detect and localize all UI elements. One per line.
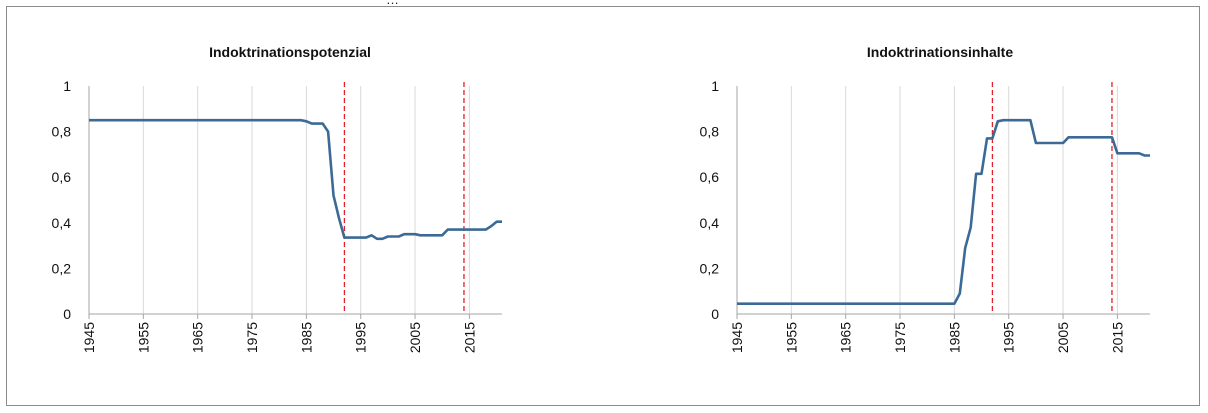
chart-1-x-tick-label-1985: 1985	[298, 322, 314, 353]
figure-frame	[6, 6, 1200, 406]
chart-2-x-tick-label-1995: 1995	[1001, 322, 1017, 353]
chart-1-y-tick-label-1: 0,2	[52, 260, 72, 276]
chart-1-y-tick-label-4: 0,8	[52, 124, 72, 140]
top-strip: …	[6, 0, 1202, 7]
header-fragment: …	[386, 0, 399, 7]
chart-1-x-tick-label-1965: 1965	[190, 322, 206, 353]
chart-2-x-tick-label-1975: 1975	[892, 322, 908, 353]
chart-1-x-tick-label-1945: 1945	[81, 322, 97, 353]
chart-2-title: Indoktrinationsinhalte	[867, 44, 1013, 60]
chart-1-y-tick-label-2: 0,4	[52, 215, 72, 231]
chart-2-x-tick-label-2015: 2015	[1109, 322, 1125, 353]
chart-2-x-tick-label-1965: 1965	[838, 322, 854, 353]
chart-2-y-tick-label-0: 0	[711, 306, 719, 322]
chart-2-x-tick-label-2005: 2005	[1055, 322, 1071, 353]
chart-1-x-tick-label-1995: 1995	[353, 322, 369, 353]
chart-2-y-tick-label-3: 0,6	[700, 169, 720, 185]
chart-2-x-tick-label-1985: 1985	[946, 322, 962, 353]
chart-2-y-tick-label-5: 1	[711, 78, 719, 94]
chart-1-series-line-1	[89, 118, 502, 241]
chart-1-x-tick-label-2015: 2015	[461, 322, 477, 353]
chart-2-y-tick-label-4: 0,8	[700, 124, 720, 140]
chart-1-title: Indoktrinationspotenzial	[209, 44, 371, 60]
chart-2-y-tick-label-2: 0,4	[700, 215, 720, 231]
chart-1-y-tick-label-5: 1	[63, 78, 71, 94]
chart-2-y-tick-label-1: 0,2	[700, 260, 720, 276]
chart-1-x-tick-label-1975: 1975	[244, 322, 260, 353]
chart-1-y-tick-label-3: 0,6	[52, 169, 72, 185]
chart-1-y-tick-label-0: 0	[63, 306, 71, 322]
chart-2-x-tick-label-1955: 1955	[783, 322, 799, 353]
chart-2-series-line-1	[737, 118, 1150, 306]
chart-2-x-tick-label-1945: 1945	[729, 322, 745, 353]
chart-1-x-tick-label-2005: 2005	[407, 322, 423, 353]
chart-1-x-tick-label-1955: 1955	[135, 322, 151, 353]
